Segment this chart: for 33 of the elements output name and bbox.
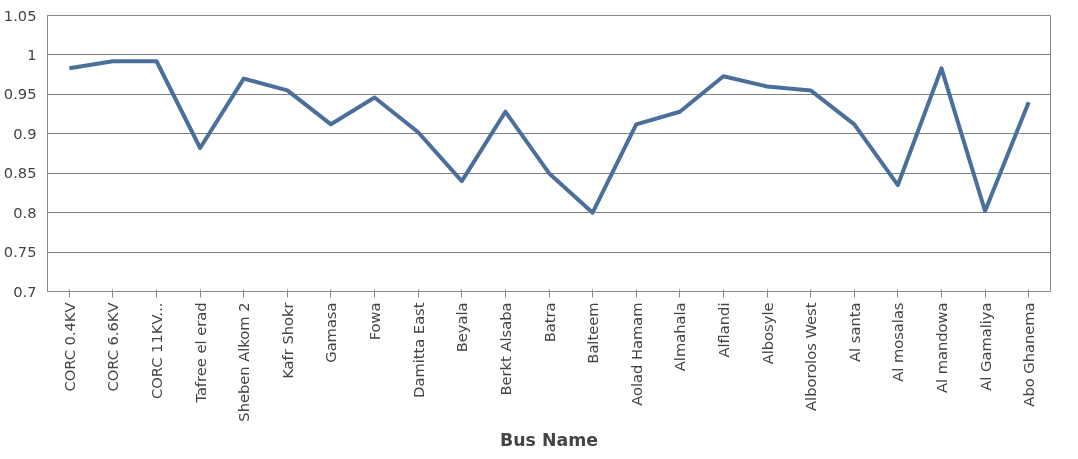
y-tick-label: 0.8 bbox=[13, 203, 37, 221]
x-tick-label: Alflandi bbox=[714, 302, 732, 358]
y-tick-label: 0.85 bbox=[3, 164, 37, 182]
x-tick-label: Beyala bbox=[453, 302, 471, 353]
x-tick-label: CORC 0.4KV bbox=[60, 302, 78, 392]
x-tick-label: Berkt Alsaba bbox=[496, 302, 514, 396]
x-tick-label: Balteem bbox=[584, 302, 602, 364]
y-tick-label: 1.05 bbox=[3, 6, 37, 24]
x-tick-label: Al Gamaliya bbox=[976, 302, 994, 391]
x-tick-label: Kafr Shokr bbox=[278, 301, 296, 379]
x-tick-label: Fowa bbox=[366, 302, 384, 341]
y-tick-label: 0.95 bbox=[3, 85, 37, 103]
x-tick-label: Batra bbox=[540, 302, 558, 343]
line-series bbox=[67, 59, 1031, 215]
x-tick-label: Abo Ghanema bbox=[1020, 302, 1038, 407]
x-tick-label: Al santa bbox=[845, 302, 863, 362]
x-tick-label: Alborolos West bbox=[802, 302, 820, 411]
x-tick-label: Al mandowa bbox=[932, 302, 950, 394]
x-tick-label: CORC 6.6KV bbox=[104, 302, 122, 392]
y-tick-label: 1 bbox=[27, 45, 37, 63]
y-tick-label: 0.7 bbox=[13, 282, 37, 300]
x-axis-title: Bus Name bbox=[500, 429, 598, 450]
x-tick-label: Gamasa bbox=[322, 302, 340, 363]
x-tick-label: Albosyle bbox=[758, 302, 776, 365]
x-tick-label: Sheben Alkom 2 bbox=[235, 302, 253, 422]
x-tick-label: Al mosalas bbox=[889, 302, 907, 382]
x-tick-label: Almahala bbox=[671, 302, 689, 372]
x-tick-label: Aolad Hamam bbox=[627, 302, 645, 406]
x-tick-label: Damitta East bbox=[409, 302, 427, 398]
x-tick-label: CORC 11KV... bbox=[148, 302, 166, 399]
y-tick-label: 0.75 bbox=[3, 243, 37, 261]
x-tick-label: Tafree el erad bbox=[191, 302, 209, 404]
y-tick-label: 0.9 bbox=[13, 124, 37, 142]
